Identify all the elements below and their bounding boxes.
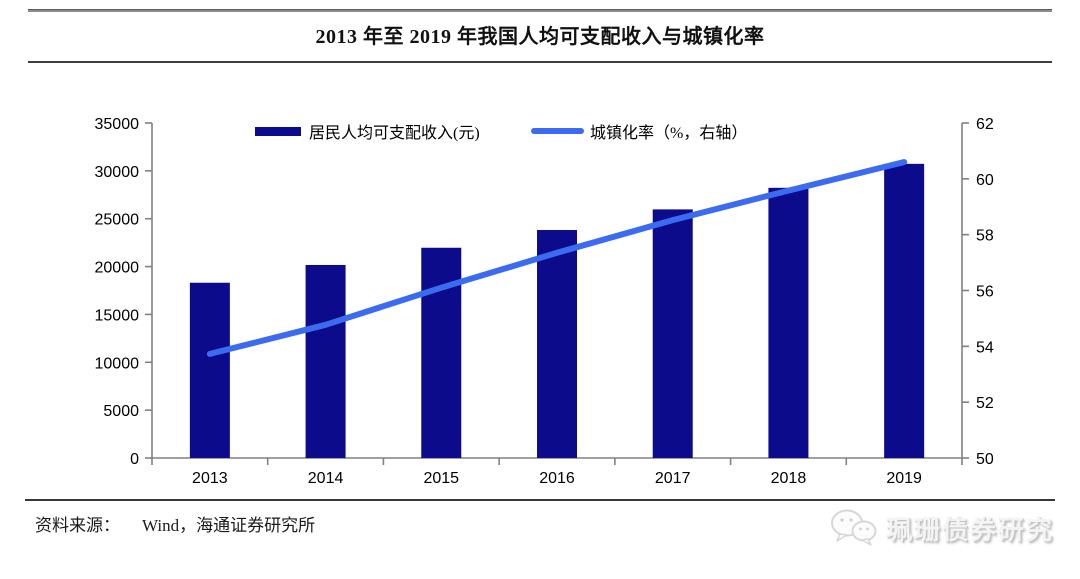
source-value: Wind，海通证券研究所 xyxy=(142,516,316,535)
legend-item-urbanization: 城镇化率（%，右轴） xyxy=(531,121,748,142)
x-axis-category-label: 2013 xyxy=(192,470,228,487)
income-bar xyxy=(305,264,346,458)
income-bar xyxy=(189,282,230,458)
right-axis-tick-label: 62 xyxy=(976,116,994,133)
income-bar xyxy=(652,209,693,458)
income-bar xyxy=(768,187,809,458)
left-axis-tick-label: 0 xyxy=(130,451,139,468)
left-axis-tick-label: 25000 xyxy=(95,212,140,229)
right-axis-tick-label: 54 xyxy=(976,339,994,356)
right-axis-tick-label: 52 xyxy=(976,395,994,412)
left-axis-tick-label: 30000 xyxy=(95,164,140,181)
x-axis-category-label: 2017 xyxy=(655,470,691,487)
watermark-label: 珮珊债券研究 xyxy=(885,515,1054,545)
footer-divider xyxy=(25,499,1055,501)
income-bar xyxy=(884,163,925,458)
page-title: 2013 年至 2019 年我国人均可支配收入与城镇化率 xyxy=(315,26,765,48)
x-axis-category-label: 2014 xyxy=(308,470,344,487)
x-axis-category-label: 2015 xyxy=(423,470,459,487)
income-bar xyxy=(537,229,577,458)
legend-item-income: 居民人均可支配收入(元) xyxy=(255,121,480,142)
wechat-icon xyxy=(830,509,877,546)
x-axis-category-label: 2018 xyxy=(771,470,807,487)
title-divider xyxy=(28,61,1052,63)
source-note: 资料来源： Wind，海通证券研究所 xyxy=(35,511,315,536)
top-divider xyxy=(28,9,1052,12)
line-series-swatch xyxy=(531,128,584,134)
right-axis-tick-label: 60 xyxy=(976,172,994,189)
right-axis-tick-label: 50 xyxy=(976,451,994,468)
income-bar xyxy=(421,247,462,458)
bar-series-swatch xyxy=(255,126,301,136)
x-axis-category-label: 2019 xyxy=(886,470,922,487)
right-axis-tick-label: 58 xyxy=(976,228,994,245)
legend-label-urbanization: 城镇化率（%，右轴） xyxy=(590,125,748,142)
right-axis-tick-label: 56 xyxy=(976,284,994,301)
left-axis-tick-label: 15000 xyxy=(95,307,140,324)
legend-label-income: 居民人均可支配收入(元) xyxy=(309,125,480,142)
urbanization-line xyxy=(206,159,908,357)
x-axis-category-label: 2016 xyxy=(539,470,575,487)
source-label: 资料来源： xyxy=(35,516,120,535)
brand-watermark: 珮珊债券研究 xyxy=(828,507,1054,549)
left-axis-tick-label: 10000 xyxy=(95,355,140,372)
left-axis-tick-label: 5000 xyxy=(103,403,139,420)
left-axis-tick-label: 35000 xyxy=(95,116,140,133)
left-axis-tick-label: 20000 xyxy=(95,260,140,277)
